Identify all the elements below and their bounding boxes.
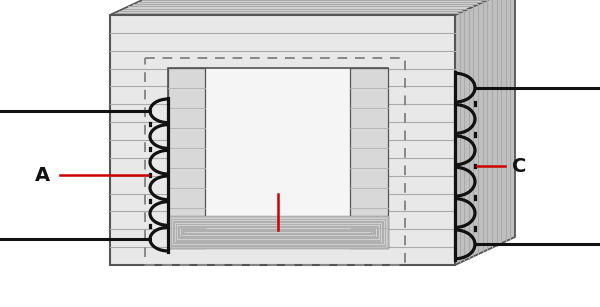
Polygon shape [168, 68, 388, 248]
Polygon shape [110, 0, 515, 15]
Polygon shape [168, 216, 388, 248]
Polygon shape [110, 15, 455, 265]
Text: B: B [271, 171, 286, 190]
Text: A: A [35, 165, 50, 185]
Text: C: C [512, 157, 526, 176]
Polygon shape [168, 68, 205, 248]
Polygon shape [455, 0, 515, 265]
Polygon shape [350, 68, 388, 248]
